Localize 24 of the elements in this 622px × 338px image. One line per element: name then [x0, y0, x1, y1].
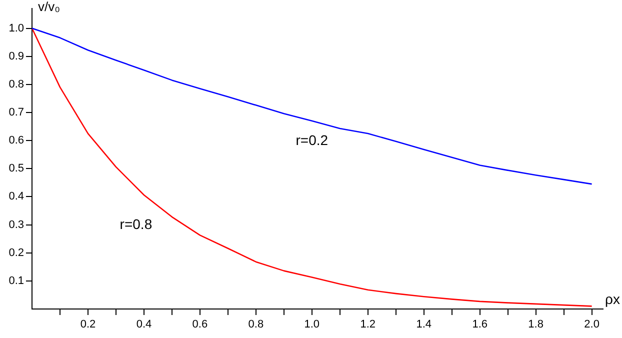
x-axis-title: ρx [605, 290, 620, 307]
y-tick-label: 0.8 [8, 78, 24, 90]
x-tick-label: 1.8 [528, 318, 544, 331]
series-label: r=0.8 [120, 216, 152, 232]
x-tick-label: 0.6 [192, 318, 208, 331]
y-tick-label: 0.2 [8, 246, 24, 259]
y-tick-label: 0.4 [8, 190, 24, 203]
y-tick-label: 0.5 [8, 162, 24, 175]
x-tick-label: 1.0 [304, 318, 320, 331]
x-tick-label: 0.8 [248, 318, 264, 331]
y-axis-title: v/v₀ [38, 0, 60, 14]
x-tick-label: 2.0 [584, 318, 600, 331]
y-tick-label: 0.9 [8, 50, 24, 62]
series-label: r=0.2 [296, 132, 328, 148]
y-tick-label: 0.7 [8, 106, 24, 119]
y-tick-label: 1.0 [8, 22, 24, 34]
y-tick-label: 0.1 [8, 274, 24, 287]
x-tick-label: 1.2 [360, 318, 376, 331]
x-tick-label: 0.2 [80, 318, 96, 331]
x-tick-label: 1.6 [472, 318, 488, 331]
y-tick-label: 0.6 [8, 134, 24, 147]
x-tick-label: 0.4 [136, 318, 152, 331]
x-tick-label: 1.4 [416, 318, 432, 331]
y-tick-label: 0.3 [8, 218, 24, 231]
